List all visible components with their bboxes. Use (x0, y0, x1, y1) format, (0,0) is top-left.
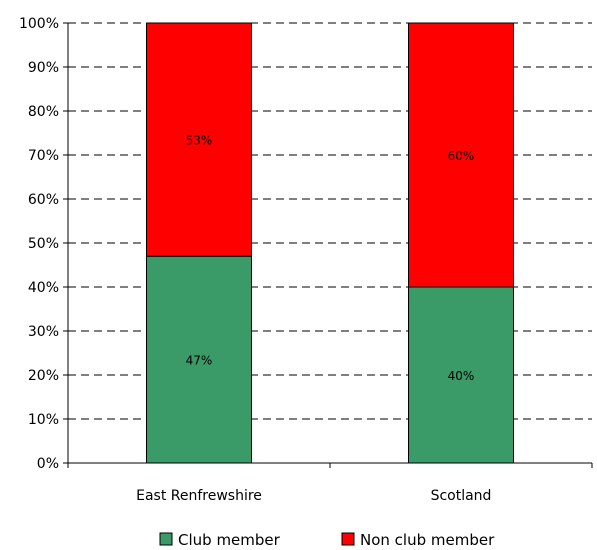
legend-label: Club member (178, 531, 281, 549)
y-tick-label: 100% (19, 16, 59, 32)
data-label: 60% (448, 149, 475, 163)
bar-segment (146, 22, 252, 257)
category-label: Scotland (431, 488, 492, 504)
axes (63, 22, 593, 468)
data-label: 47% (186, 354, 213, 368)
legend-item: Non club member (341, 531, 495, 549)
y-tick-label: 90% (28, 60, 59, 76)
legend-label: Non club member (360, 531, 495, 549)
y-tick-label: 70% (28, 148, 59, 164)
y-tick-label: 60% (28, 192, 59, 208)
legend-swatch (341, 532, 355, 546)
y-tick-label: 0% (37, 456, 59, 472)
y-tick-label: 40% (28, 280, 59, 296)
y-tick-label: 50% (28, 236, 59, 252)
legend-item: Club member (159, 531, 281, 549)
y-tick-label: 30% (28, 324, 59, 340)
y-tick-label: 10% (28, 412, 59, 428)
legend-swatch (159, 532, 173, 546)
category-label: East Renfrewshire (136, 488, 262, 504)
legend: Club member Non club member (159, 531, 495, 549)
bar-segment (408, 22, 514, 288)
bars (146, 22, 514, 464)
labels: 0% 10% 20% 30% 40% 50% 60% 70% 80% 90% 100% 47% 53% E… (19, 16, 491, 504)
data-label: 40% (448, 369, 475, 383)
bar-segment (408, 286, 514, 464)
y-tick-label: 20% (28, 368, 59, 384)
data-label: 53% (186, 134, 213, 148)
y-tick-label: 80% (28, 104, 59, 120)
bar-segment (146, 255, 252, 464)
